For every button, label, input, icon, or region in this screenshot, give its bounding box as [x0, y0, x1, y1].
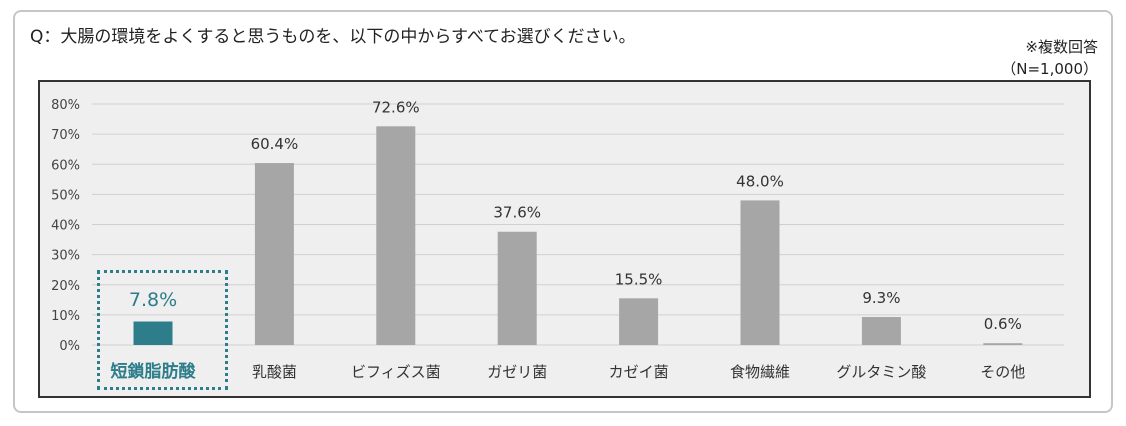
category-label-highlight: 短鎖脂肪酸 — [111, 361, 197, 382]
y-tick-label: 50% — [51, 188, 80, 203]
value-label: 0.6% — [984, 315, 1022, 333]
bar — [861, 316, 901, 345]
y-tick-label: 0% — [59, 339, 80, 354]
y-tick-label: 20% — [51, 279, 80, 294]
sample-size-note: （N=1,000） — [1001, 60, 1098, 78]
bar — [376, 126, 416, 345]
category-label: その他 — [980, 363, 1025, 381]
value-label: 9.3% — [862, 289, 900, 307]
y-tick-label: 40% — [51, 219, 80, 234]
multiple-answer-note: ※複数回答 — [1025, 38, 1098, 56]
highlight-box — [97, 270, 228, 390]
value-label: 37.6% — [493, 204, 541, 222]
bar — [497, 231, 537, 345]
bar — [740, 200, 780, 345]
category-label: 乳酸菌 — [252, 363, 297, 381]
value-label: 15.5% — [615, 270, 663, 288]
category-label: ビフィズス菌 — [351, 363, 441, 381]
value-label-highlight: 7.8% — [129, 289, 177, 311]
bar-highlight — [133, 321, 173, 345]
value-label: 48.0% — [736, 172, 784, 190]
value-label: 72.6% — [372, 98, 420, 116]
y-tick-label: 10% — [51, 309, 80, 324]
y-tick-label: 60% — [51, 158, 80, 173]
value-label: 60.4% — [251, 135, 299, 153]
category-label: ガゼリ菌 — [487, 363, 547, 381]
category-label: カゼイ菌 — [609, 363, 669, 381]
category-label: 食物繊維 — [730, 363, 790, 381]
category-label: グルタミン酸 — [836, 363, 926, 381]
y-tick-label: 30% — [51, 249, 80, 264]
y-tick-label: 70% — [51, 128, 80, 143]
bar — [619, 298, 659, 345]
bar — [983, 343, 1023, 345]
question-title: Q：大腸の環境をよくすると思うものを、以下の中からすべてお選びください。 — [30, 27, 636, 47]
y-tick-label: 80% — [51, 98, 80, 113]
bar — [254, 163, 294, 345]
